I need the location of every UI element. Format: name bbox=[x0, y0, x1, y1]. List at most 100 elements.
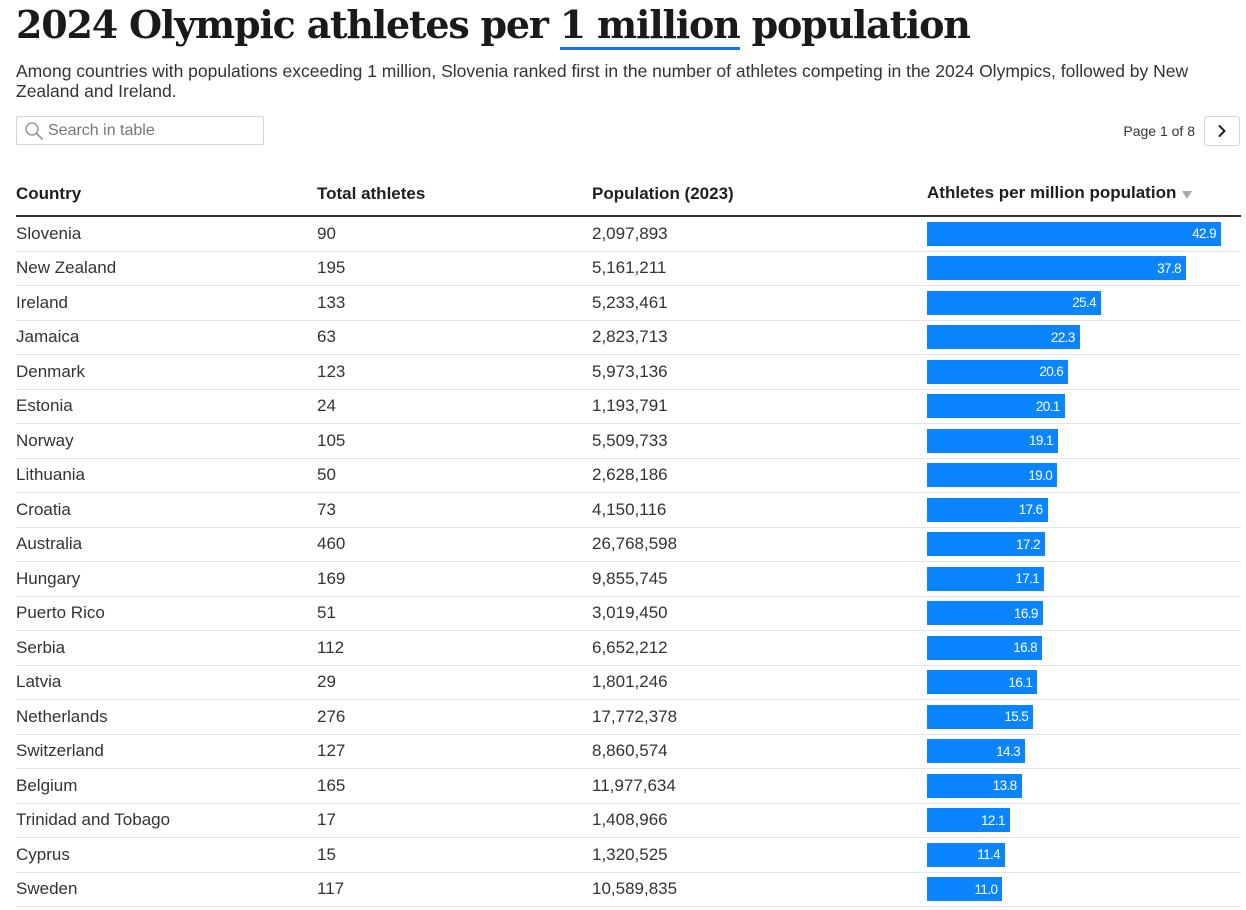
bar-mark: 16.1 bbox=[927, 670, 1038, 695]
table-row: Trinidad and Tobago 17 1,408,966 12.1 bbox=[16, 803, 1241, 838]
table-body: Slovenia 90 2,097,893 42.9 New Zealand 195 5,1… bbox=[16, 216, 1241, 907]
athletes-cell: 51 bbox=[317, 596, 592, 631]
per-million-cell: 42.9 bbox=[927, 216, 1241, 252]
table-row: Latvia 29 1,801,246 16.1 bbox=[16, 665, 1241, 700]
column-header-label: Athletes per million population bbox=[927, 183, 1177, 203]
search-input[interactable] bbox=[48, 121, 248, 140]
country-cell: Trinidad and Tobago bbox=[16, 803, 317, 838]
bar-value-label: 11.0 bbox=[974, 881, 998, 897]
bar-value-label: 17.2 bbox=[1016, 536, 1040, 552]
bar-value-label: 37.8 bbox=[1157, 260, 1181, 276]
athletes-cell: 24 bbox=[317, 389, 592, 424]
bar-value-label: 20.6 bbox=[1039, 364, 1064, 380]
next-page-button[interactable] bbox=[1204, 116, 1240, 146]
search-icon bbox=[20, 117, 48, 145]
athletes-cell: 195 bbox=[317, 251, 592, 286]
bar-mark: 12.1 bbox=[927, 808, 1010, 833]
per-million-cell: 20.1 bbox=[927, 389, 1241, 424]
column-header-label: Total athletes bbox=[317, 183, 426, 203]
athletes-cell: 460 bbox=[317, 527, 592, 562]
bar-value-label: 13.8 bbox=[992, 778, 1017, 794]
table-row: Belgium 165 11,977,634 13.8 bbox=[16, 768, 1241, 804]
table-row: Denmark 123 5,973,136 20.6 bbox=[16, 354, 1241, 390]
population-cell: 1,320,525 bbox=[592, 837, 927, 873]
bar-value-label: 20.1 bbox=[1035, 398, 1060, 414]
bar-mark: 19.1 bbox=[927, 428, 1058, 453]
bar-value-label: 42.9 bbox=[1192, 226, 1216, 242]
search-box[interactable] bbox=[16, 116, 264, 145]
athletes-cell: 29 bbox=[317, 665, 592, 700]
data-table: Country Total athletes Population (2023)… bbox=[16, 172, 1241, 907]
bar-value-label: 22.3 bbox=[1050, 329, 1075, 345]
bar-mark: 14.3 bbox=[927, 739, 1025, 764]
athletes-cell: 127 bbox=[317, 734, 592, 769]
country-cell: Switzerland bbox=[16, 734, 317, 769]
per-million-cell: 25.4 bbox=[927, 285, 1241, 321]
country-cell: Slovenia bbox=[16, 216, 317, 252]
column-header-athletes[interactable]: Total athletes bbox=[317, 172, 592, 217]
country-cell: Estonia bbox=[16, 389, 317, 424]
column-header-country[interactable]: Country bbox=[16, 172, 317, 217]
bar-value-label: 17.1 bbox=[1015, 571, 1040, 587]
table-row: Cyprus 15 1,320,525 11.4 bbox=[16, 837, 1241, 873]
athletes-cell: 133 bbox=[317, 285, 592, 321]
table-row: Puerto Rico 51 3,019,450 16.9 bbox=[16, 596, 1241, 631]
table-row: Croatia 73 4,150,116 17.6 bbox=[16, 492, 1241, 528]
bar-mark: 15.5 bbox=[927, 704, 1034, 729]
bar-mark: 19.0 bbox=[927, 463, 1058, 488]
population-cell: 2,097,893 bbox=[592, 216, 927, 252]
column-header-label: Country bbox=[16, 183, 82, 203]
per-million-cell: 11.4 bbox=[927, 837, 1241, 873]
athletes-cell: 63 bbox=[317, 320, 592, 355]
table-row: New Zealand 195 5,161,211 37.8 bbox=[16, 251, 1241, 286]
country-cell: Cyprus bbox=[16, 837, 317, 873]
bar-mark: 20.6 bbox=[927, 359, 1069, 384]
per-million-cell: 16.8 bbox=[927, 630, 1241, 666]
chart-title: 2024 Olympic athletes per 1 million popu… bbox=[16, 2, 971, 50]
bar-value-label: 19.1 bbox=[1029, 433, 1053, 449]
table-row: Switzerland 127 8,860,574 14.3 bbox=[16, 734, 1241, 769]
population-cell: 4,150,116 bbox=[592, 492, 927, 528]
population-cell: 5,233,461 bbox=[592, 285, 927, 321]
country-cell: Ireland bbox=[16, 285, 317, 321]
bar-value-label: 11.4 bbox=[977, 847, 1001, 863]
athletes-cell: 112 bbox=[317, 630, 592, 666]
bar-value-label: 19.0 bbox=[1028, 467, 1053, 483]
table-row: Sweden 117 10,589,835 11.0 bbox=[16, 872, 1241, 907]
athletes-cell: 276 bbox=[317, 699, 592, 735]
population-cell: 1,408,966 bbox=[592, 803, 927, 838]
per-million-cell: 14.3 bbox=[927, 734, 1241, 769]
population-cell: 2,628,186 bbox=[592, 458, 927, 493]
country-cell: New Zealand bbox=[16, 251, 317, 286]
bar-value-label: 16.8 bbox=[1013, 640, 1038, 656]
bar-value-label: 25.4 bbox=[1072, 295, 1097, 311]
athletes-cell: 17 bbox=[317, 803, 592, 838]
column-header-per-million[interactable]: Athletes per million population bbox=[927, 172, 1241, 217]
athletes-cell: 50 bbox=[317, 458, 592, 493]
column-header-population[interactable]: Population (2023) bbox=[592, 172, 927, 217]
athletes-cell: 165 bbox=[317, 768, 592, 804]
bar-value-label: 12.1 bbox=[981, 812, 1005, 828]
bar-mark: 16.8 bbox=[927, 635, 1043, 660]
country-cell: Jamaica bbox=[16, 320, 317, 355]
population-cell: 5,973,136 bbox=[592, 354, 927, 390]
chart-subtitle: Among countries with populations exceedi… bbox=[16, 61, 1189, 101]
country-cell: Norway bbox=[16, 423, 317, 459]
country-cell: Hungary bbox=[16, 561, 317, 597]
per-million-cell: 17.2 bbox=[927, 527, 1241, 562]
bar-mark: 42.9 bbox=[927, 221, 1221, 246]
population-cell: 11,977,634 bbox=[592, 768, 927, 804]
population-cell: 3,019,450 bbox=[592, 596, 927, 631]
population-cell: 2,823,713 bbox=[592, 320, 927, 355]
bar-mark: 13.8 bbox=[927, 773, 1022, 798]
per-million-cell: 16.9 bbox=[927, 596, 1241, 631]
bar-value-label: 16.9 bbox=[1013, 605, 1038, 621]
population-cell: 5,509,733 bbox=[592, 423, 927, 459]
column-header-label: Population (2023) bbox=[592, 183, 734, 203]
athletes-cell: 105 bbox=[317, 423, 592, 459]
per-million-cell: 17.6 bbox=[927, 492, 1241, 528]
bar-value-label: 15.5 bbox=[1004, 709, 1029, 725]
athletes-cell: 90 bbox=[317, 216, 592, 252]
population-cell: 26,768,598 bbox=[592, 527, 927, 562]
country-cell: Lithuania bbox=[16, 458, 317, 493]
